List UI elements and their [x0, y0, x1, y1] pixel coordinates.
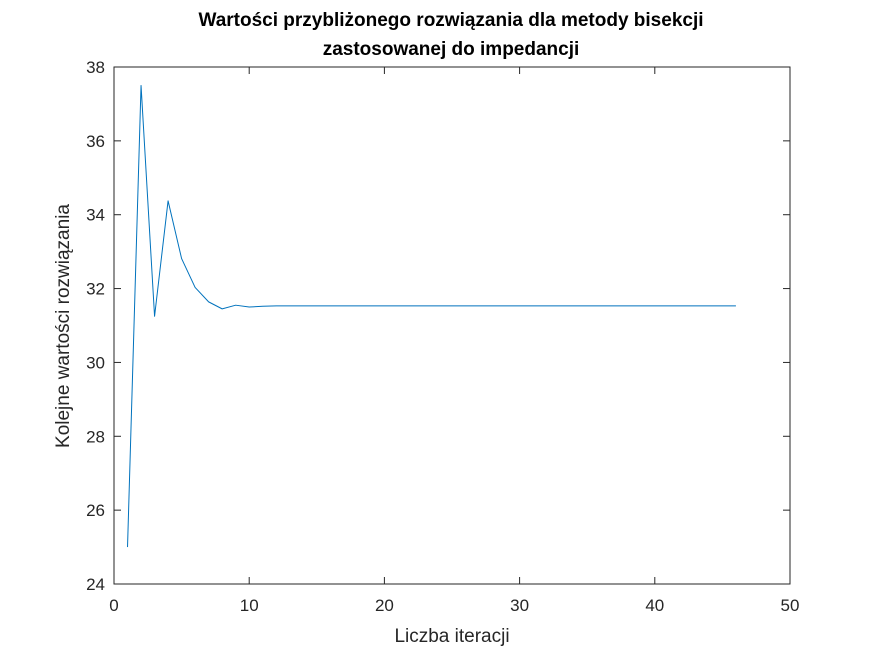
y-tick-label: 30 — [86, 353, 105, 372]
y-tick-label: 32 — [86, 280, 105, 299]
x-tick-label: 50 — [781, 596, 800, 615]
y-tick-label: 26 — [86, 501, 105, 520]
plot-area: 0 10 20 30 40 50 24 26 28 30 32 34 36 38 — [86, 58, 799, 615]
axis-ticks — [113, 66, 791, 585]
x-axis-label: Liczba iteracji — [394, 626, 509, 647]
y-tick-label: 28 — [86, 427, 105, 446]
chart-title-line-2: zastosowanej do impedancji — [323, 39, 580, 60]
x-tick-label: 40 — [645, 596, 664, 615]
y-tick-label: 34 — [86, 206, 105, 225]
y-tick-label: 38 — [86, 58, 105, 77]
x-tick-label: 0 — [109, 596, 118, 615]
x-tick-label: 20 — [375, 596, 394, 615]
series-line — [127, 84, 736, 548]
x-tick-label: 10 — [240, 596, 259, 615]
y-axis-label: Kolejne wartości rozwiązania — [53, 204, 74, 448]
series-lines — [127, 84, 736, 548]
axes-box — [113, 66, 791, 585]
axis-tick-labels: 0 10 20 30 40 50 24 26 28 30 32 34 36 38 — [86, 58, 799, 615]
x-tick-label: 30 — [510, 596, 529, 615]
y-tick-label: 24 — [86, 575, 105, 594]
y-tick-label: 36 — [86, 132, 105, 151]
chart-title-line-1: Wartości przybliżonego rozwiązania dla m… — [198, 10, 703, 31]
